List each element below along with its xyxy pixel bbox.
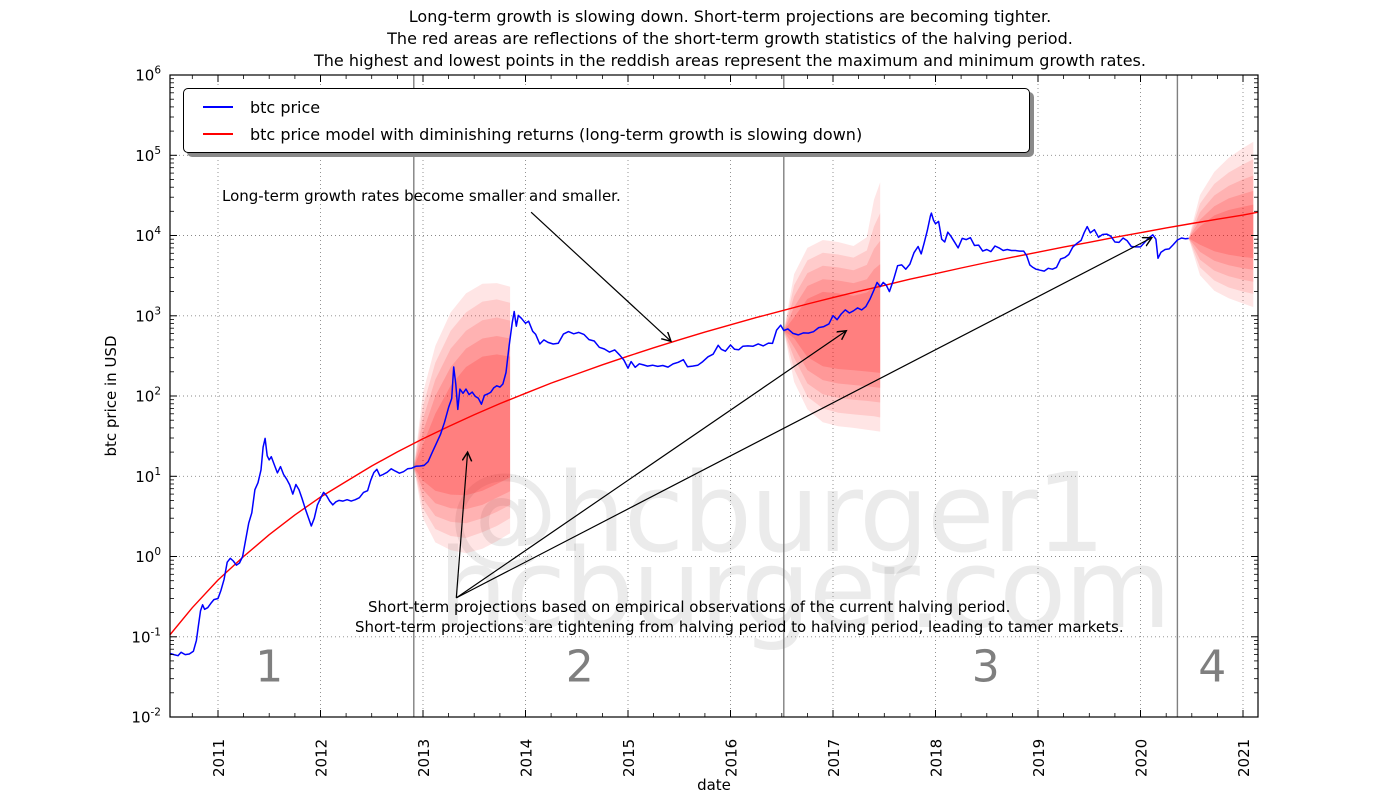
annotation-arrow	[456, 238, 1152, 599]
projection-fan-band	[1188, 141, 1254, 308]
x-tick-label: 2019	[1030, 739, 1048, 777]
projection-fan-band	[1188, 159, 1254, 294]
period-label: 4	[1198, 642, 1226, 693]
legend-line-sample-model	[203, 132, 233, 136]
projection-fan-band	[413, 299, 511, 538]
annotation-long-term: Long-term growth rates become smaller an…	[222, 187, 621, 205]
y-tick-label: 10-2	[131, 707, 161, 727]
legend-label-model: btc price model with diminishing returns…	[250, 124, 863, 144]
projection-fan-band	[1188, 190, 1254, 270]
legend-row-btc-price: btc price	[184, 98, 1029, 117]
y-tick-label: 100	[135, 546, 161, 566]
chart-title: Long-term growth is slowing down. Short-…	[30, 6, 1400, 72]
projection-fan-band	[413, 283, 511, 554]
x-tick-label: 2011	[210, 739, 228, 777]
legend-row-model: btc price model with diminishing returns…	[184, 125, 1029, 144]
annotation-arrow	[455, 331, 846, 599]
period-label: 1	[255, 642, 283, 693]
projection-fan-band	[783, 283, 881, 373]
y-tick-label: 105	[135, 145, 161, 165]
legend: btc price btc price model with diminishi…	[183, 88, 1030, 153]
annotation-arrow	[455, 452, 467, 598]
x-tick-label: 2016	[723, 739, 741, 777]
legend-line-sample-btc-price	[203, 105, 233, 109]
x-tick-label: 2013	[415, 739, 433, 777]
y-tick-label: 101	[135, 466, 161, 486]
period-label: 2	[566, 642, 594, 693]
projection-fan-band	[1188, 204, 1254, 258]
x-tick-label: 2014	[518, 739, 536, 777]
btc-price-line	[169, 212, 1189, 657]
x-tick-label: 2021	[1235, 739, 1253, 777]
y-tick-label: 10-1	[131, 626, 161, 646]
title-line-3: The highest and lowest points in the red…	[314, 51, 1146, 70]
x-tick-label: 2018	[928, 739, 946, 777]
annotation-short-term-1: Short-term projections based on empirica…	[368, 598, 1011, 616]
x-tick-label: 2012	[313, 739, 331, 777]
annotation-arrow	[530, 211, 671, 341]
x-tick-label: 2020	[1133, 739, 1151, 777]
y-tick-label: 106	[135, 65, 161, 85]
projection-fan-band	[413, 336, 511, 510]
projection-fan-band	[413, 354, 511, 496]
y-tick-label: 104	[135, 225, 161, 245]
watermark-site: hcburger.com	[438, 525, 1172, 653]
projection-fan-band	[783, 213, 881, 418]
title-line-1: Long-term growth is slowing down. Short-…	[408, 7, 1052, 26]
period-label: 3	[972, 642, 1000, 693]
projection-fan-band	[783, 182, 881, 432]
x-tick-label: 2015	[620, 739, 638, 777]
y-axis-label: btc price in USD	[102, 335, 120, 456]
projection-fan-band	[783, 240, 881, 403]
watermark-handle: @hcburger1	[448, 449, 1106, 577]
x-tick-label: 2017	[825, 739, 843, 777]
btc-model-line	[169, 211, 1259, 636]
projection-fan-band	[1188, 175, 1254, 282]
y-tick-label: 102	[135, 386, 161, 406]
x-axis-label: date	[697, 776, 731, 794]
legend-label-btc-price: btc price	[250, 97, 321, 117]
y-tick-label: 103	[135, 305, 161, 325]
title-line-2: The red areas are reflections of the sho…	[387, 29, 1073, 48]
annotation-short-term-2: Short-term projections are tightening fr…	[355, 618, 1124, 636]
